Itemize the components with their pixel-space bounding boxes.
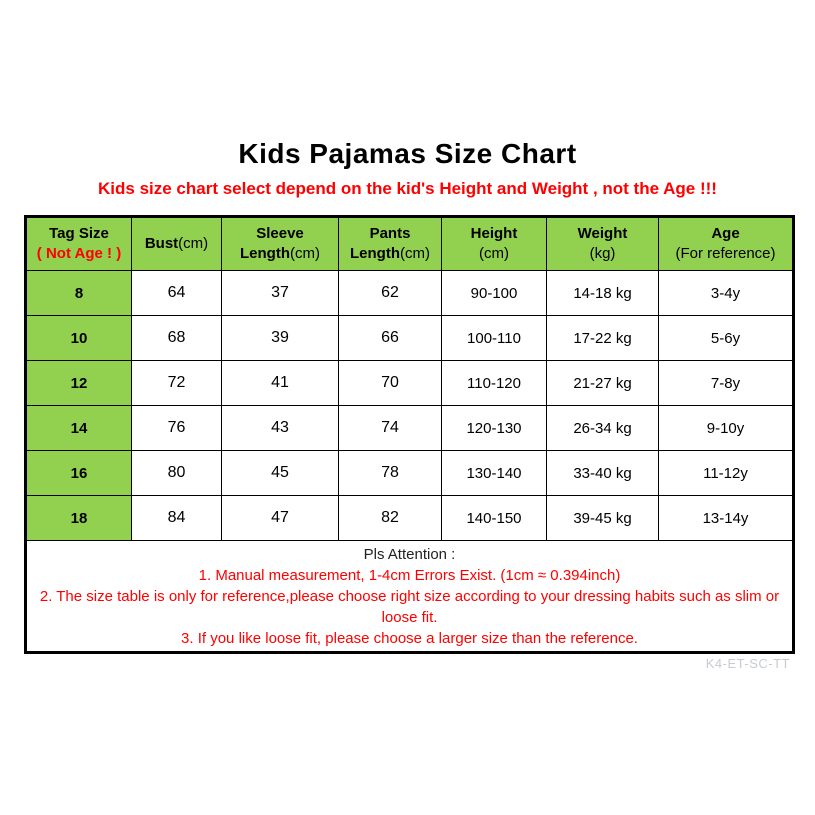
pants-value: 62 <box>338 270 442 316</box>
weight-value: 26-34 kg <box>546 405 659 451</box>
pants-value: 66 <box>338 315 442 361</box>
sleeve-value: 47 <box>221 495 339 541</box>
pants-label: Pants <box>369 225 411 242</box>
tag-size-value: 12 <box>25 360 132 406</box>
notes-title: Pls Attention : <box>363 545 456 563</box>
header-row: Tag Size ( Not Age ! ) Bust(cm) Sleeve L… <box>25 216 794 271</box>
sleeve-value: 39 <box>221 315 339 361</box>
sleeve-unit: (cm) <box>290 245 320 262</box>
bust-value: 76 <box>131 405 222 451</box>
bust-value: 80 <box>131 450 222 496</box>
height-value: 110-120 <box>441 360 547 406</box>
sleeve-value: 41 <box>221 360 339 406</box>
bust-label: Bust <box>144 235 179 252</box>
height-value: 130-140 <box>441 450 547 496</box>
notes-cell: Pls Attention : 1. Manual measurement, 1… <box>25 540 794 653</box>
weight-value: 14-18 kg <box>546 270 659 316</box>
note-line-1: 1. Manual measurement, 1-4cm Errors Exis… <box>198 566 621 584</box>
col-header-tag-size: Tag Size ( Not Age ! ) <box>25 216 132 271</box>
table-row: 12 72 41 70 110-120 21-27 kg 7-8y <box>25 360 794 406</box>
tag-size-value: 14 <box>25 405 132 451</box>
table-row: 14 76 43 74 120-130 26-34 kg 9-10y <box>25 405 794 451</box>
tag-size-label: Tag Size <box>49 225 109 242</box>
sleeve-length-label: Length <box>240 245 290 262</box>
table-row: 16 80 45 78 130-140 33-40 kg 11-12y <box>25 450 794 496</box>
pants-value: 82 <box>338 495 442 541</box>
sleeve-value: 37 <box>221 270 339 316</box>
height-value: 120-130 <box>441 405 547 451</box>
col-header-age: Age (For reference) <box>658 216 794 271</box>
bust-value: 68 <box>131 315 222 361</box>
col-header-weight: Weight (kg) <box>546 216 659 271</box>
page-title: Kids Pajamas Size Chart <box>238 138 577 169</box>
weight-value: 39-45 kg <box>546 495 659 541</box>
col-header-height: Height (cm) <box>441 216 547 271</box>
age-value: 7-8y <box>658 360 794 406</box>
bust-value: 64 <box>131 270 222 316</box>
height-unit: (cm) <box>479 245 509 262</box>
age-reference-label: (For reference) <box>675 245 776 262</box>
watermark-code: K4-ET-SC-TT <box>705 656 790 671</box>
age-value: 3-4y <box>658 270 794 316</box>
tag-size-value: 18 <box>25 495 132 541</box>
col-header-bust: Bust(cm) <box>131 216 222 271</box>
weight-label: Weight <box>577 225 628 242</box>
pants-unit: (cm) <box>400 245 430 262</box>
height-value: 90-100 <box>441 270 547 316</box>
tag-size-value: 16 <box>25 450 132 496</box>
size-chart-table: Tag Size ( Not Age ! ) Bust(cm) Sleeve L… <box>24 215 795 654</box>
age-value: 9-10y <box>658 405 794 451</box>
pants-value: 78 <box>338 450 442 496</box>
age-value: 11-12y <box>658 450 794 496</box>
height-value: 100-110 <box>441 315 547 361</box>
table-row: 8 64 37 62 90-100 14-18 kg 3-4y <box>25 270 794 316</box>
col-header-pants-length: Pants Length(cm) <box>338 216 442 271</box>
sleeve-value: 45 <box>221 450 339 496</box>
tag-size-value: 8 <box>25 270 132 316</box>
bust-value: 72 <box>131 360 222 406</box>
height-value: 140-150 <box>441 495 547 541</box>
age-value: 5-6y <box>658 315 794 361</box>
bust-value: 84 <box>131 495 222 541</box>
sleeve-value: 43 <box>221 405 339 451</box>
table-row: 18 84 47 82 140-150 39-45 kg 13-14y <box>25 495 794 541</box>
notes-row: Pls Attention : 1. Manual measurement, 1… <box>25 540 794 653</box>
weight-value: 17-22 kg <box>546 315 659 361</box>
weight-value: 33-40 kg <box>546 450 659 496</box>
table-row: 10 68 39 66 100-110 17-22 kg 5-6y <box>25 315 794 361</box>
note-line-2: 2. The size table is only for reference,… <box>39 587 780 626</box>
weight-value: 21-27 kg <box>546 360 659 406</box>
not-age-label: ( Not Age ! ) <box>36 245 122 262</box>
note-line-3: 3. If you like loose fit, please choose … <box>181 629 638 647</box>
pants-length-label: Length <box>350 245 400 262</box>
page-subtitle: Kids size chart select depend on the kid… <box>98 179 717 198</box>
age-value: 13-14y <box>658 495 794 541</box>
age-label: Age <box>711 225 740 242</box>
pants-value: 74 <box>338 405 442 451</box>
sleeve-label: Sleeve <box>256 225 304 242</box>
tag-size-value: 10 <box>25 315 132 361</box>
pants-value: 70 <box>338 360 442 406</box>
weight-unit: (kg) <box>589 245 616 262</box>
height-label: Height <box>470 225 518 242</box>
bust-unit: (cm) <box>178 235 209 252</box>
col-header-sleeve-length: Sleeve Length(cm) <box>221 216 339 271</box>
